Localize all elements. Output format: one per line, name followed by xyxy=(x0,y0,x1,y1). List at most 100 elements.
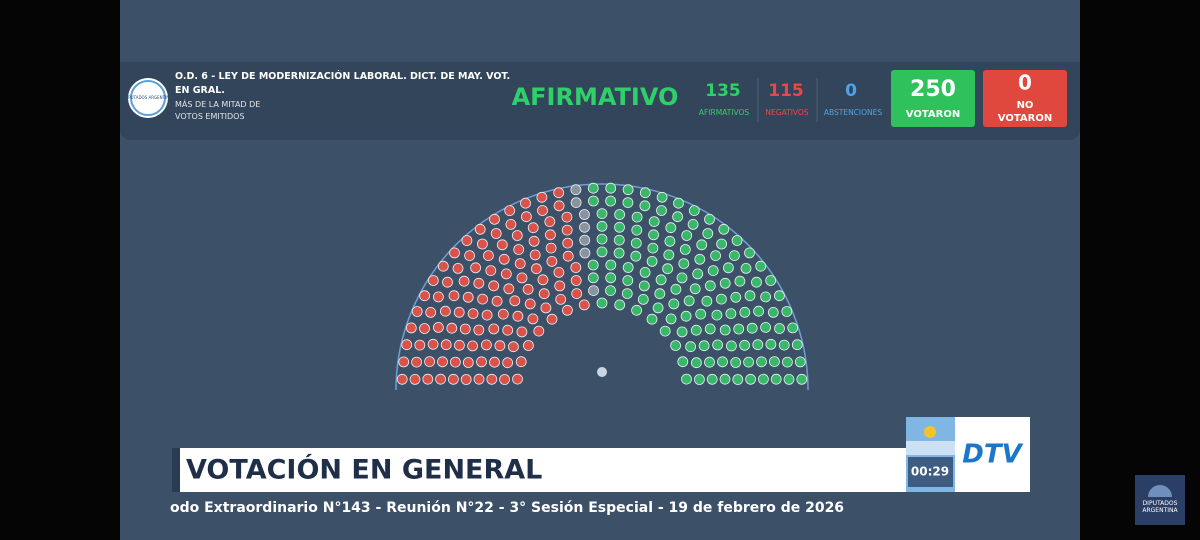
seat-afirmativo xyxy=(704,323,716,335)
seat-negativo xyxy=(489,356,500,368)
seat-afirmativo xyxy=(605,272,617,284)
no-votaron-label: NO VOTARON xyxy=(997,100,1053,124)
seat-negativo xyxy=(480,339,492,351)
seat-afirmativo xyxy=(654,288,666,300)
seat-afirmativo xyxy=(587,259,599,271)
corner-logo-text-box: DIPUTADOS ARGENTINA xyxy=(1142,500,1178,514)
seat-negativo xyxy=(473,277,485,289)
seat-afirmativo xyxy=(587,272,599,284)
seat-negativo xyxy=(491,295,503,307)
seat-negativo xyxy=(448,290,460,302)
seat-negativo xyxy=(401,339,413,351)
seat-negativo xyxy=(449,247,460,259)
seat-negativo xyxy=(505,218,517,230)
seat-afirmativo xyxy=(596,208,608,220)
seat-vacant xyxy=(570,184,582,196)
president-seat xyxy=(597,367,607,377)
seat-afirmativo xyxy=(753,305,764,317)
flag-stripe xyxy=(906,441,955,455)
seat-afirmativo xyxy=(631,224,643,236)
seat-afirmativo xyxy=(646,255,658,267)
seat-negativo xyxy=(419,290,431,302)
seat-afirmativo xyxy=(630,250,642,262)
seat-negativo xyxy=(437,260,449,272)
seat-afirmativo xyxy=(730,357,742,368)
seat-negativo xyxy=(533,325,545,337)
seat-afirmativo xyxy=(758,373,769,385)
seat-negativo xyxy=(537,274,549,286)
seat-negativo xyxy=(437,356,448,368)
seat-afirmativo xyxy=(744,247,755,259)
afirmativos-label: AFIRMATIVOS xyxy=(699,108,750,117)
subtitle: MÁS DE LA MITAD DE VOTOS EMITIDOS xyxy=(175,100,261,121)
seat-negativo xyxy=(561,224,573,236)
no-votaron-count: 0 xyxy=(1018,71,1032,95)
seat-negativo xyxy=(446,322,458,334)
title: O.D. 6 - LEY DE MODERNIZACIÓN LABORAL. D… xyxy=(175,71,511,96)
seat-afirmativo xyxy=(668,298,680,310)
seat-negativo xyxy=(509,295,521,307)
seat-afirmativo xyxy=(704,213,715,225)
seat-negativo xyxy=(476,238,488,250)
seat-afirmativo xyxy=(731,235,743,246)
seat-afirmativo xyxy=(656,205,667,216)
seat-negativo xyxy=(474,223,486,235)
seat-negativo xyxy=(553,266,565,278)
seat-negativo xyxy=(516,326,528,338)
clock: 00:29 xyxy=(911,465,949,479)
clock-box xyxy=(908,457,953,487)
seat-negativo xyxy=(524,298,536,310)
seat-negativo xyxy=(489,213,500,225)
negativos-label: NEGATIVOS xyxy=(765,108,808,117)
lower-third-accent xyxy=(172,448,180,492)
seat-negativo xyxy=(497,308,509,320)
seat-afirmativo xyxy=(698,340,710,352)
seat-afirmativo xyxy=(662,263,673,275)
corner-logo: DIPUTADOS ARGENTINA xyxy=(1142,500,1178,514)
seat-afirmativo xyxy=(704,280,716,292)
seat-afirmativo xyxy=(765,338,777,350)
seat-afirmativo xyxy=(718,223,730,235)
seat-negativo xyxy=(440,339,452,351)
seat-afirmativo xyxy=(692,268,704,280)
seat-negativo xyxy=(396,373,408,385)
seat-negativo xyxy=(578,299,590,311)
seat-negativo xyxy=(494,340,506,352)
seat-afirmativo xyxy=(638,280,650,292)
seat-afirmativo xyxy=(631,211,643,223)
seat-negativo xyxy=(414,339,426,351)
seat-negativo xyxy=(512,373,523,385)
seat-afirmativo xyxy=(679,244,691,255)
seat-afirmativo xyxy=(702,228,714,239)
seat-afirmativo xyxy=(690,324,702,336)
seat-afirmativo xyxy=(730,291,742,303)
seat-afirmativo xyxy=(646,313,658,325)
abstenciones-count: 0 xyxy=(845,81,857,101)
seat-afirmativo xyxy=(622,262,634,273)
seat-afirmativo xyxy=(696,239,708,251)
seat-negativo xyxy=(527,222,539,234)
seat-afirmativo xyxy=(701,295,713,307)
seat-negativo xyxy=(459,323,471,335)
seat-negativo xyxy=(502,357,514,369)
seat-afirmativo xyxy=(648,216,660,228)
seat-afirmativo xyxy=(774,323,785,334)
seat-afirmativo xyxy=(716,293,727,305)
seat-negativo xyxy=(482,250,494,262)
seat-negativo xyxy=(486,373,498,385)
seat-negativo xyxy=(461,235,473,246)
seat-afirmativo xyxy=(716,238,727,250)
seat-negativo xyxy=(488,323,500,335)
seat-negativo xyxy=(561,211,573,223)
seat-negativo xyxy=(554,280,566,292)
seat-afirmativo xyxy=(781,306,793,317)
seat-afirmativo xyxy=(596,220,608,232)
seat-afirmativo xyxy=(672,211,683,223)
seat-afirmativo xyxy=(680,310,692,322)
seat-afirmativo xyxy=(770,373,782,385)
seat-afirmativo xyxy=(774,290,785,302)
seat-afirmativo xyxy=(605,259,617,271)
channel-box xyxy=(955,417,1030,492)
seat-negativo xyxy=(467,340,479,352)
